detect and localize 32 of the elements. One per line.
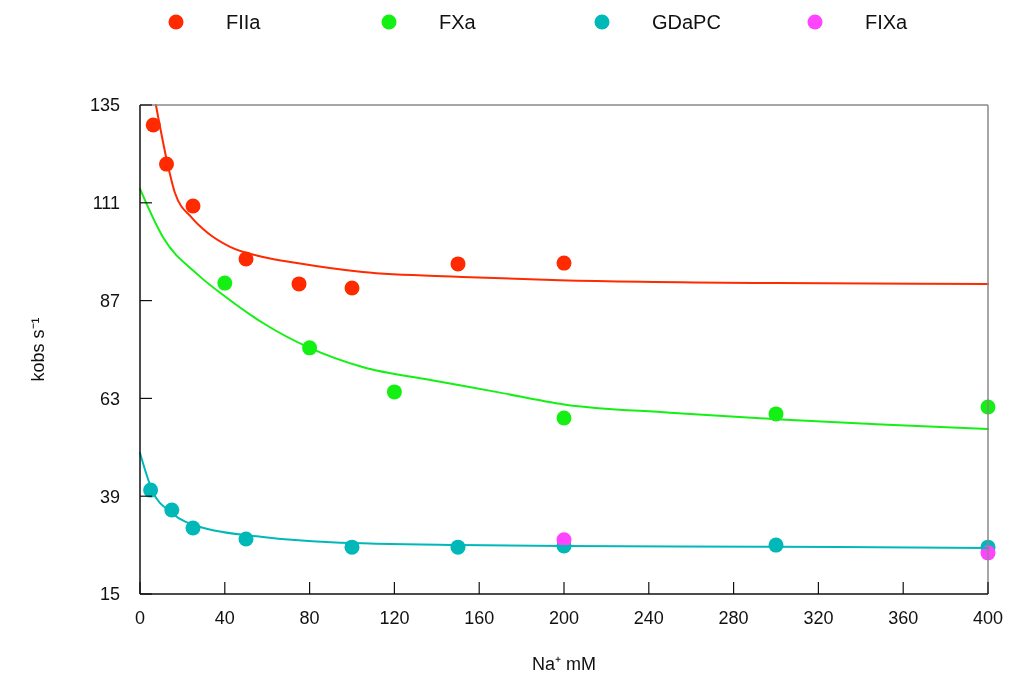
- y-tick-label: 111: [92, 193, 120, 214]
- point: [556, 255, 572, 271]
- x-tick-label: 160: [464, 608, 495, 628]
- x-tick-label: 400: [972, 608, 1004, 628]
- legend-label: GDaPC: [652, 11, 721, 33]
- x-tick-label: 40: [214, 608, 235, 628]
- legend-label: FIIa: [226, 11, 262, 33]
- x-tick-label: 360: [888, 608, 919, 628]
- point: [386, 384, 402, 400]
- x-tick-label: 320: [803, 608, 834, 628]
- x-tick-label: 0: [134, 608, 146, 628]
- x-axis-title: Na⁺ mM: [532, 654, 596, 674]
- point: [556, 410, 572, 426]
- x-tick-label: 120: [379, 608, 410, 628]
- x-tick-label: 280: [718, 608, 749, 628]
- point: [217, 275, 233, 291]
- y-tick-label: 15: [99, 584, 120, 605]
- x-tick-label: 80: [299, 608, 320, 628]
- point: [344, 280, 360, 296]
- point: [291, 276, 307, 292]
- legend-label: FIXa: [865, 11, 909, 33]
- y-tick-label: 39: [99, 486, 120, 507]
- y-tick-label: 135: [89, 95, 120, 116]
- legend-label: FXa: [439, 11, 477, 33]
- x-tick-label: 200: [548, 608, 580, 628]
- y-tick-label: 87: [99, 290, 120, 311]
- point: [450, 256, 466, 272]
- point: [185, 198, 201, 214]
- y-axis-title: kobs s⁻¹: [28, 317, 48, 382]
- line-series: [139, 187, 989, 430]
- y-tick-label: 63: [99, 388, 120, 409]
- x-tick-label: 240: [633, 608, 664, 628]
